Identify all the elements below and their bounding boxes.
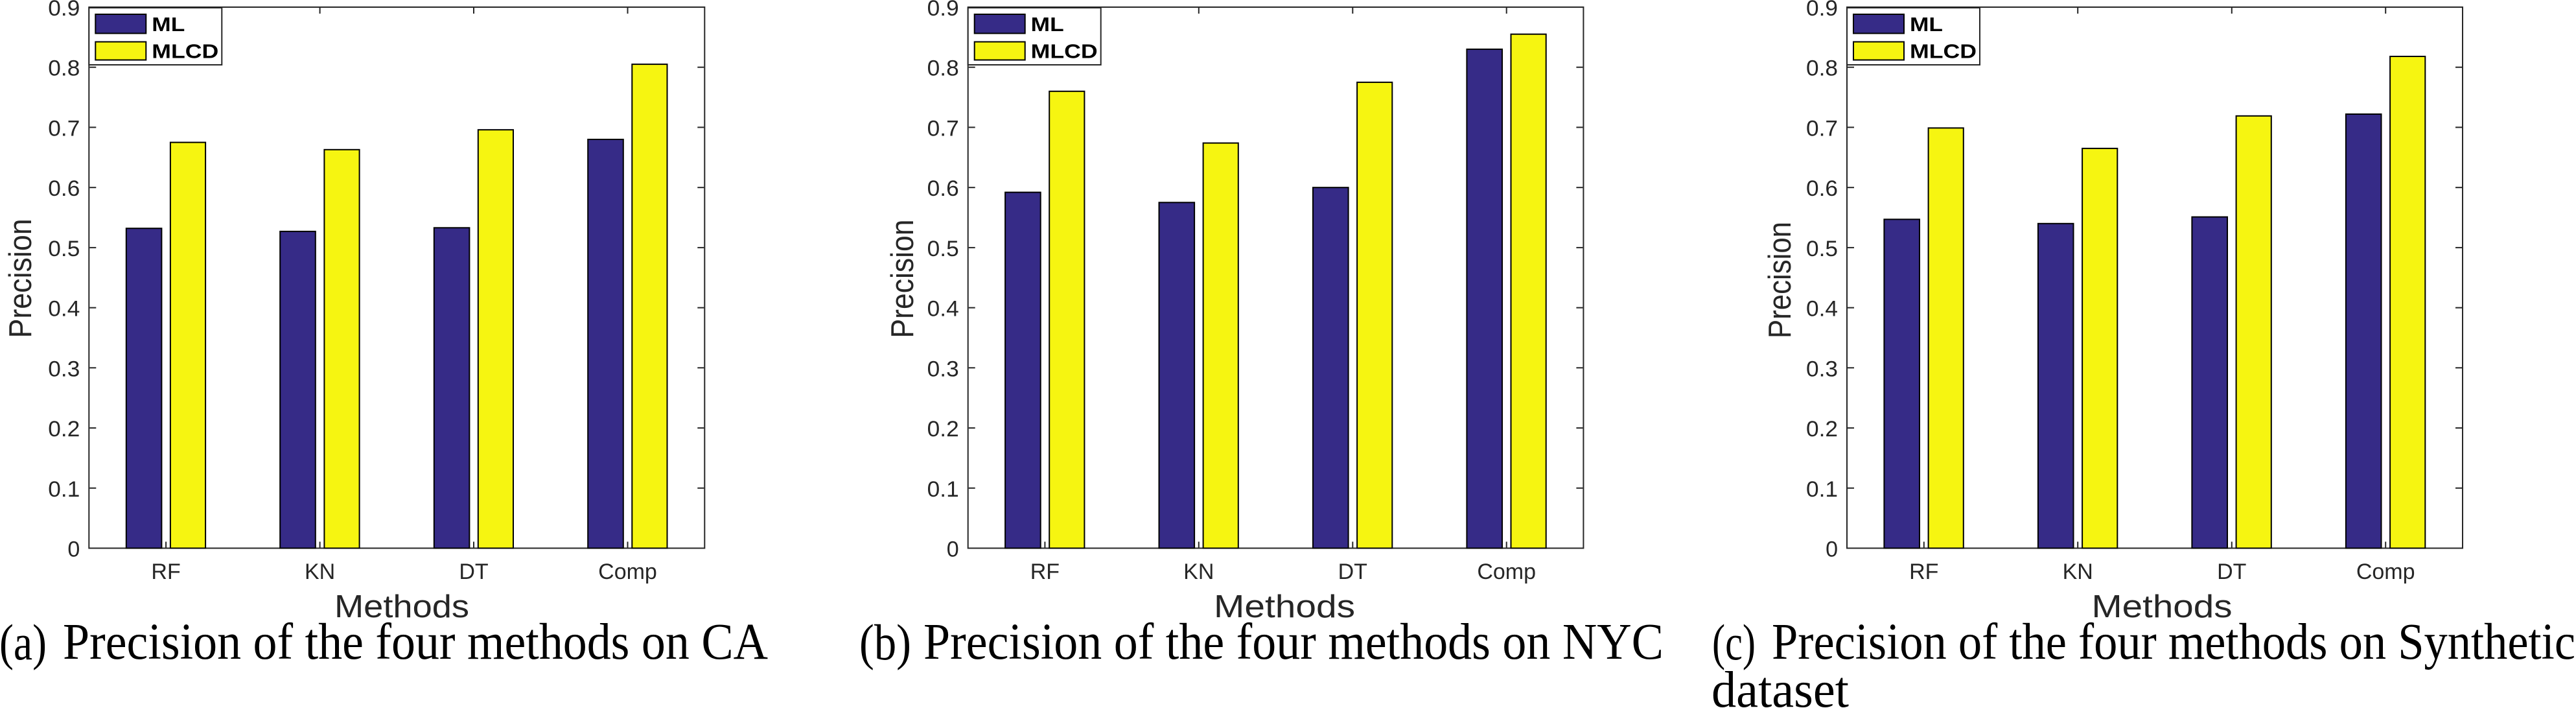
svg-text:0.9: 0.9 (48, 0, 80, 21)
svg-text:Comp: Comp (2356, 560, 2415, 584)
svg-text:Methods: Methods (334, 589, 469, 624)
svg-text:0.9: 0.9 (927, 0, 959, 21)
svg-text:0.7: 0.7 (48, 116, 80, 141)
svg-text:Methods: Methods (2092, 589, 2233, 624)
svg-text:MLCD: MLCD (1910, 40, 1977, 63)
svg-text:MLCD: MLCD (152, 40, 218, 63)
svg-text:Comp: Comp (598, 560, 657, 584)
svg-text:(b): (b) (859, 614, 911, 670)
svg-text:0.4: 0.4 (927, 297, 959, 322)
svg-text:Precision of the four methods: Precision of the four methods on Synthet… (1772, 614, 2575, 670)
svg-text:ML: ML (152, 13, 185, 36)
svg-text:RF: RF (1030, 560, 1060, 584)
svg-text:DT: DT (459, 560, 488, 584)
svg-text:0: 0 (1826, 537, 1838, 562)
svg-text:Comp: Comp (1477, 560, 1536, 584)
svg-text:0.8: 0.8 (48, 56, 80, 81)
svg-text:RF: RF (1909, 560, 1938, 584)
svg-text:MLCD: MLCD (1031, 40, 1098, 63)
svg-text:ML: ML (1910, 13, 1943, 36)
svg-text:0.9: 0.9 (1806, 0, 1838, 21)
svg-text:0.5: 0.5 (927, 237, 959, 261)
svg-text:0: 0 (67, 537, 80, 562)
svg-text:0.6: 0.6 (927, 176, 959, 201)
svg-text:0.1: 0.1 (48, 477, 80, 502)
svg-text:Precision of the four methods: Precision of the four methods on CA (63, 614, 768, 670)
svg-text:Methods: Methods (1214, 589, 1355, 624)
svg-text:(c): (c) (1712, 614, 1756, 670)
svg-text:0.8: 0.8 (927, 56, 959, 81)
svg-text:0.2: 0.2 (927, 417, 959, 442)
svg-text:0.6: 0.6 (48, 176, 80, 201)
svg-text:0.2: 0.2 (48, 417, 80, 442)
svg-text:0: 0 (947, 537, 959, 562)
svg-text:0.3: 0.3 (1806, 357, 1838, 381)
svg-text:0.1: 0.1 (1806, 477, 1838, 502)
svg-text:ML: ML (1031, 13, 1064, 36)
svg-text:0.5: 0.5 (1806, 237, 1838, 261)
svg-text:KN: KN (1183, 560, 1214, 584)
svg-text:0.8: 0.8 (1806, 56, 1838, 81)
svg-text:0.3: 0.3 (48, 357, 80, 381)
svg-text:0.4: 0.4 (1806, 297, 1838, 322)
svg-text:DT: DT (2217, 560, 2246, 584)
svg-text:0.5: 0.5 (48, 237, 80, 261)
svg-text:0.4: 0.4 (48, 297, 80, 322)
svg-text:KN: KN (305, 560, 335, 584)
svg-text:RF: RF (151, 560, 180, 584)
svg-text:0.3: 0.3 (927, 357, 959, 381)
svg-text:Precision: Precision (3, 218, 38, 338)
svg-text:KN: KN (2063, 560, 2093, 584)
svg-text:0.7: 0.7 (927, 116, 959, 141)
svg-text:0.1: 0.1 (927, 477, 959, 502)
svg-text:0.2: 0.2 (1806, 417, 1838, 442)
svg-text:Precision: Precision (885, 220, 920, 338)
svg-text:dataset: dataset (1712, 662, 1849, 708)
svg-text:0.6: 0.6 (1806, 176, 1838, 201)
svg-text:Precision: Precision (1763, 222, 1798, 338)
svg-text:(a): (a) (0, 614, 47, 670)
svg-text:Precision of the four methods: Precision of the four methods on NYC (923, 614, 1664, 670)
svg-text:0.7: 0.7 (1806, 116, 1838, 141)
svg-text:DT: DT (1338, 560, 1367, 584)
